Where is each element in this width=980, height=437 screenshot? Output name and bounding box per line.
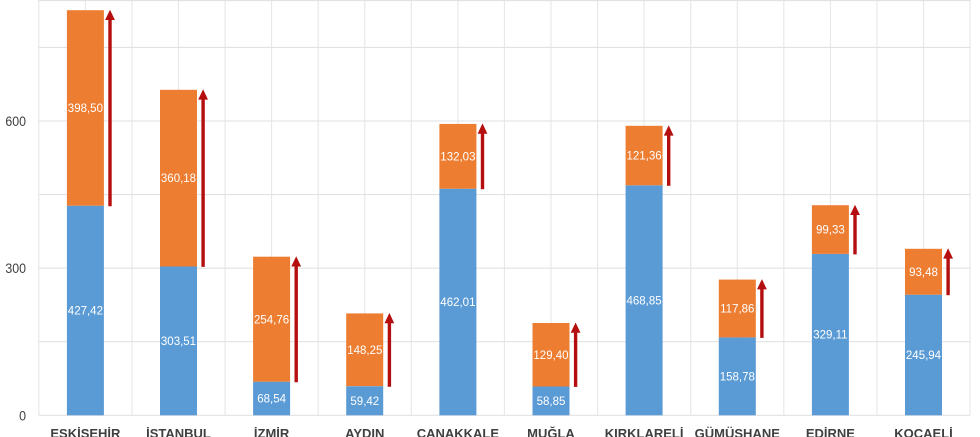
svg-text:93,48: 93,48 <box>909 267 938 279</box>
svg-text:398,50: 398,50 <box>68 103 103 115</box>
svg-text:600: 600 <box>5 114 26 130</box>
svg-text:254,76: 254,76 <box>254 314 289 326</box>
svg-text:329,11: 329,11 <box>813 330 847 342</box>
svg-text:İZMİR: İZMİR <box>254 426 290 437</box>
svg-text:148,25: 148,25 <box>347 345 382 357</box>
svg-text:132,03: 132,03 <box>440 151 475 163</box>
svg-text:EDİRNE: EDİRNE <box>806 426 855 437</box>
svg-text:ÇANAKKALE: ÇANAKKALE <box>417 426 500 437</box>
svg-text:303,51: 303,51 <box>161 336 196 348</box>
svg-text:59,42: 59,42 <box>350 396 379 408</box>
svg-text:427,42: 427,42 <box>68 306 103 318</box>
svg-text:121,36: 121,36 <box>627 151 662 163</box>
svg-text:68,54: 68,54 <box>257 394 286 406</box>
svg-text:468,85: 468,85 <box>627 295 662 307</box>
svg-text:KIRKLARELİ: KIRKLARELİ <box>605 426 684 437</box>
svg-text:58,85: 58,85 <box>537 396 566 408</box>
svg-text:GÜMÜŞHANE: GÜMÜŞHANE <box>695 426 781 437</box>
svg-text:300: 300 <box>5 261 26 277</box>
svg-text:İSTANBUL: İSTANBUL <box>146 426 211 437</box>
svg-text:158,78: 158,78 <box>720 372 755 384</box>
svg-text:AYDIN: AYDIN <box>345 426 384 437</box>
svg-text:99,33: 99,33 <box>816 225 845 237</box>
svg-text:129,40: 129,40 <box>533 350 568 362</box>
svg-text:462,01: 462,01 <box>440 297 475 309</box>
svg-text:360,18: 360,18 <box>161 173 196 185</box>
svg-text:ESKİŞEHİR: ESKİŞEHİR <box>50 426 121 437</box>
svg-text:0: 0 <box>19 408 26 424</box>
svg-text:MUĞLA: MUĞLA <box>527 426 575 437</box>
svg-text:117,86: 117,86 <box>720 304 754 316</box>
svg-text:245,94: 245,94 <box>906 350 942 362</box>
svg-text:KOCAELİ: KOCAELİ <box>894 426 953 437</box>
